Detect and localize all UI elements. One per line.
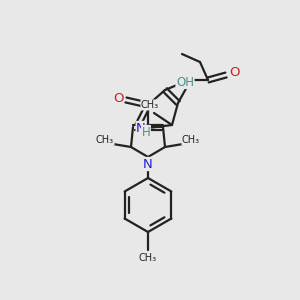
Text: N: N: [143, 158, 153, 170]
Text: CH₃: CH₃: [182, 135, 200, 145]
Text: N: N: [136, 122, 146, 134]
Text: H: H: [142, 125, 150, 139]
Text: O: O: [113, 92, 123, 104]
Text: CH₃: CH₃: [96, 135, 114, 145]
Text: O: O: [183, 74, 193, 86]
Text: OH: OH: [176, 76, 194, 88]
Text: CH₃: CH₃: [141, 100, 159, 110]
Text: O: O: [229, 67, 239, 80]
Text: CH₃: CH₃: [139, 253, 157, 263]
